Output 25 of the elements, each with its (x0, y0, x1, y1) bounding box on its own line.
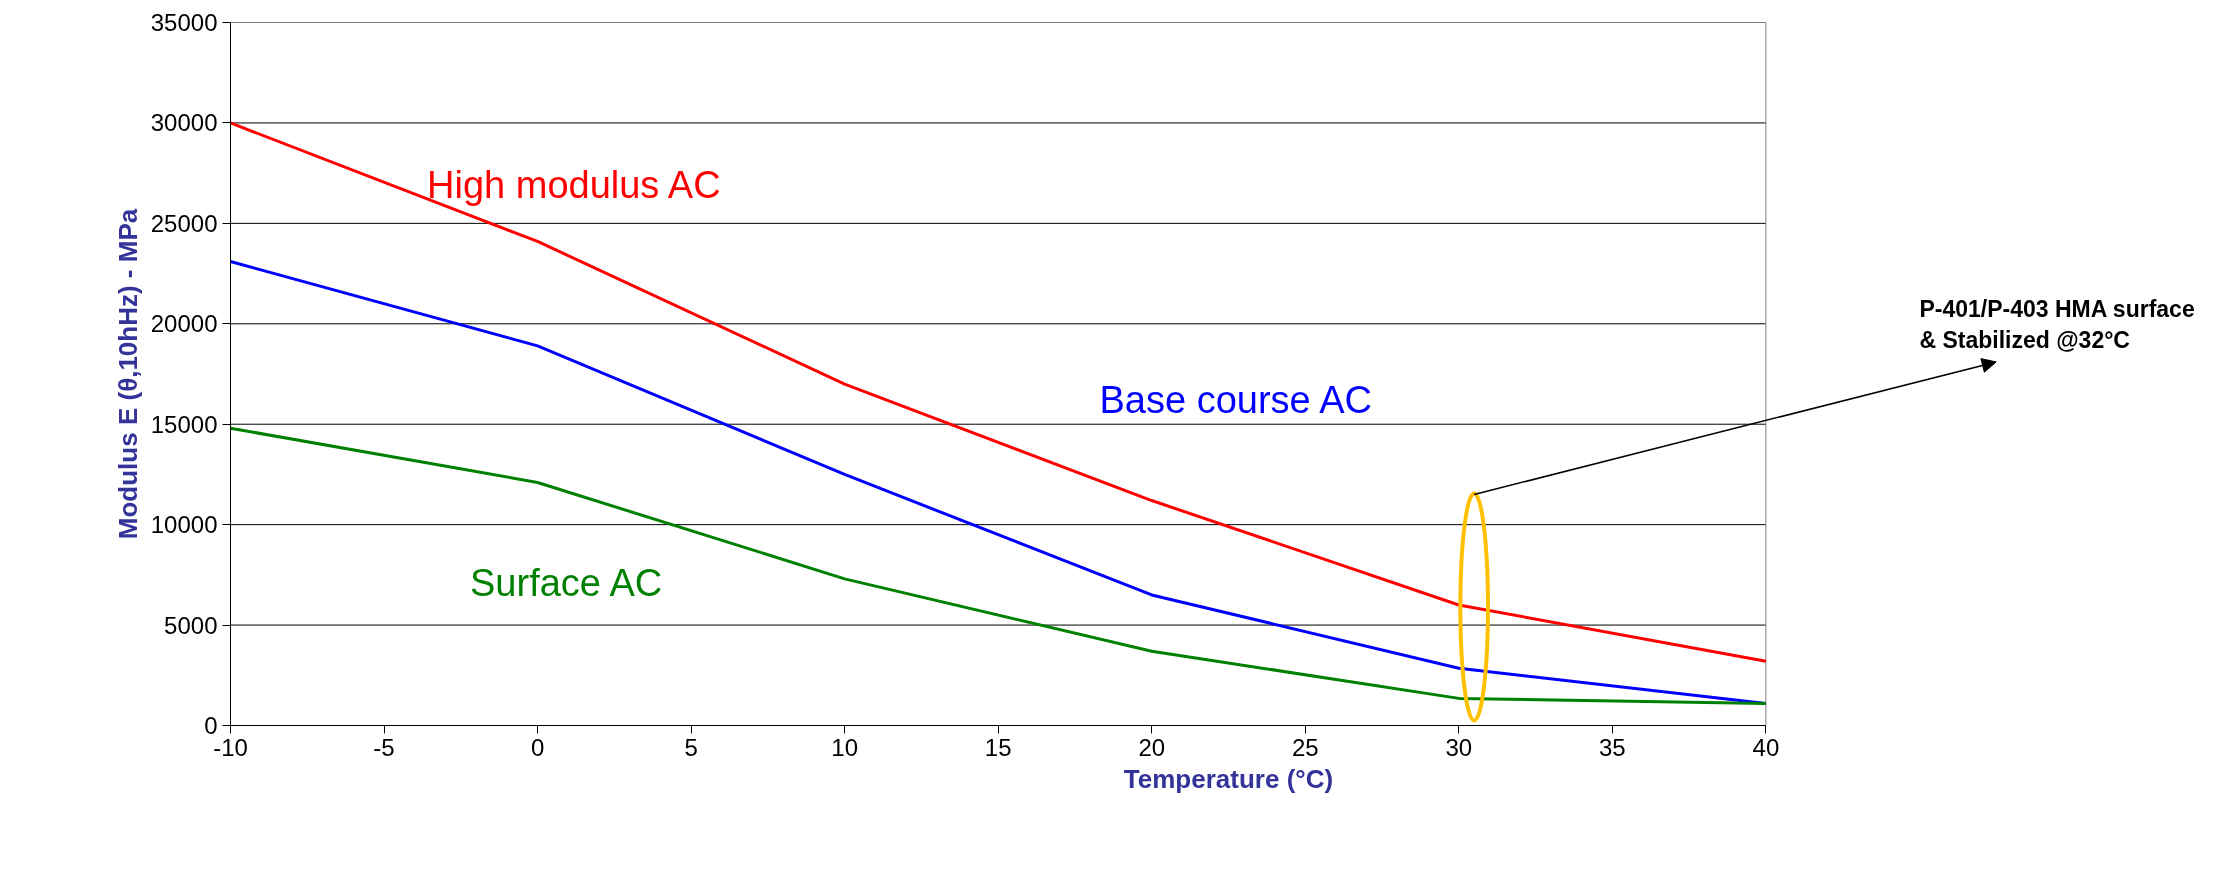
y-tick-label: 20000 (150, 310, 218, 338)
line-series (230, 121, 1768, 663)
y-tick-label: 25000 (150, 209, 218, 237)
y-tick-label: 35000 (150, 9, 218, 36)
y-tick-label: 30000 (150, 109, 218, 137)
text: P-401/P-403 HMA surface & Stabilized @32°C (1919, 295, 2195, 353)
x-axis-title: Temperature (°C) (1123, 763, 1334, 794)
y-tick-label: 10000 (150, 511, 218, 539)
x-tick-label: 15 (984, 733, 1012, 761)
x-tick-label: 25 (1291, 733, 1319, 761)
x-tick-label: 5 (684, 733, 698, 761)
x-tick-label: 30 (1445, 733, 1473, 761)
y-tick-label: 15000 (150, 410, 218, 438)
x-tick-label: 20 (1138, 733, 1166, 761)
series-label: High modulus AC (427, 164, 721, 207)
line-series (230, 426, 1768, 705)
x-tick-label: 35 (1599, 733, 1626, 761)
x-tick-label: 40 (1752, 733, 1780, 761)
text: Base course AC (1099, 379, 1373, 422)
y-tick-label: 5000 (164, 611, 218, 639)
x-tick-label: -5 (373, 733, 395, 761)
x-tick-label: 10 (831, 733, 859, 761)
series-label: Surface AC (470, 561, 663, 604)
x-tick-label: 0 (530, 733, 545, 761)
y-axis-title: Modulus E (θ,10hHz) - MPa (112, 208, 143, 540)
